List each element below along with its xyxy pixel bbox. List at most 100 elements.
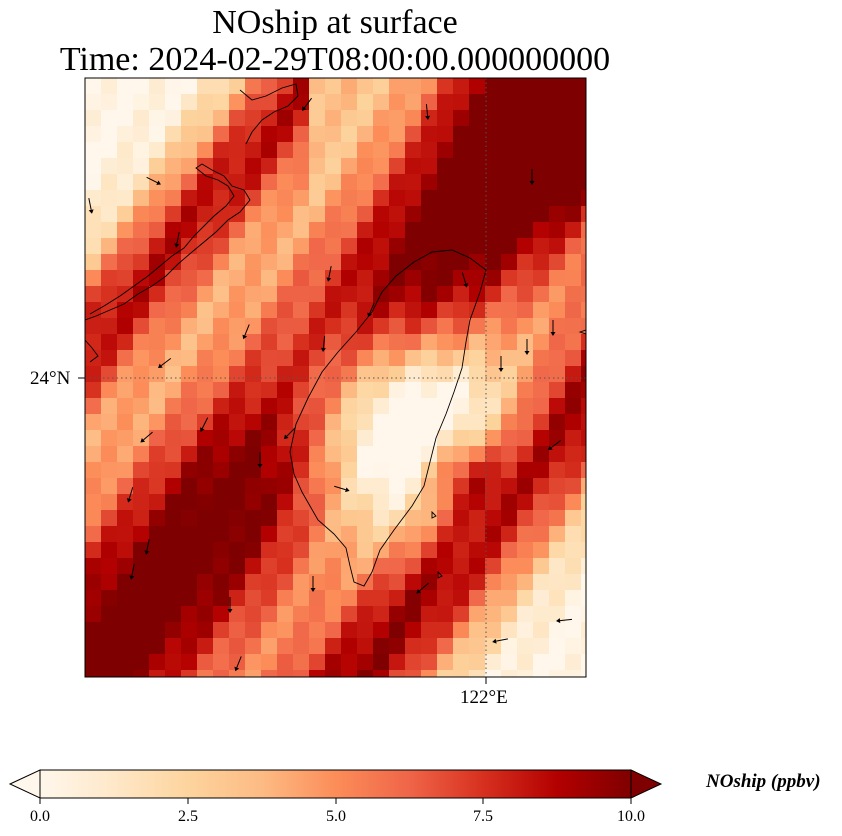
field-cell — [85, 334, 102, 351]
field-cell — [437, 302, 454, 319]
field-cell — [325, 590, 342, 607]
field-cell — [405, 574, 422, 591]
field-cell — [405, 222, 422, 239]
field-cell — [293, 222, 310, 239]
field-cell — [517, 542, 534, 559]
field-cell — [485, 270, 502, 287]
field-cell — [565, 398, 582, 415]
field-cell — [277, 318, 294, 335]
field-cell — [357, 126, 374, 143]
field-cell — [405, 430, 422, 447]
field-cell — [293, 206, 310, 223]
field-cell — [245, 638, 262, 655]
field-cell — [309, 254, 326, 271]
field-cell — [101, 254, 118, 271]
field-cell — [501, 110, 518, 127]
field-cell — [549, 350, 566, 367]
field-cell — [197, 478, 214, 495]
field-cell — [325, 382, 342, 399]
field-cell — [149, 302, 166, 319]
field-cell — [533, 574, 550, 591]
field-cell — [117, 414, 134, 431]
field-cell — [501, 526, 518, 543]
field-cell — [149, 606, 166, 623]
field-cell — [133, 510, 150, 527]
field-cell — [453, 510, 470, 527]
field-cell — [485, 606, 502, 623]
field-cell — [245, 494, 262, 511]
field-cell — [517, 590, 534, 607]
field-cell — [245, 382, 262, 399]
field-cell — [213, 158, 230, 175]
field-cell — [101, 590, 118, 607]
field-cell — [277, 142, 294, 159]
field-cell — [165, 446, 182, 463]
field-cell — [437, 286, 454, 303]
field-cell — [133, 238, 150, 255]
field-cell — [437, 350, 454, 367]
field-cell — [501, 462, 518, 479]
field-cell — [373, 222, 390, 239]
field-cell — [517, 510, 534, 527]
field-cell — [469, 462, 486, 479]
field-cell — [389, 286, 406, 303]
field-cell — [341, 94, 358, 111]
field-cell — [437, 398, 454, 415]
field-cell — [325, 222, 342, 239]
field-cell — [485, 366, 502, 383]
field-cell — [165, 270, 182, 287]
field-cell — [389, 670, 406, 677]
field-cell — [213, 222, 230, 239]
field-cell — [181, 446, 198, 463]
field-cell — [149, 238, 166, 255]
field-cell — [517, 142, 534, 159]
field-cell — [373, 494, 390, 511]
wind-arrow-head — [556, 618, 561, 624]
field-cell — [501, 558, 518, 575]
field-cell — [421, 94, 438, 111]
field-cell — [149, 382, 166, 399]
field-cell — [165, 78, 182, 95]
field-cell — [453, 110, 470, 127]
field-cell — [549, 654, 566, 671]
field-cell — [437, 126, 454, 143]
field-cell — [325, 542, 342, 559]
field-cell — [485, 174, 502, 191]
field-cell — [101, 110, 118, 127]
field-cell — [261, 574, 278, 591]
field-cell — [277, 542, 294, 559]
colorbar — [8, 769, 663, 804]
field-cell — [293, 318, 310, 335]
field-cell — [261, 478, 278, 495]
field-cell — [581, 318, 586, 335]
field-cell — [405, 94, 422, 111]
wind-arrow-head — [88, 209, 94, 214]
field-cell — [357, 478, 374, 495]
field-cell — [549, 462, 566, 479]
field-cell — [469, 382, 486, 399]
field-cell — [341, 142, 358, 159]
field-cell — [501, 206, 518, 223]
wind-arrow-head — [524, 351, 530, 355]
field-cell — [581, 366, 586, 383]
field-cell — [245, 430, 262, 447]
field-cell — [373, 110, 390, 127]
field-cell — [357, 318, 374, 335]
field-cell — [101, 654, 118, 671]
field-cell — [389, 110, 406, 127]
field-cell — [437, 638, 454, 655]
field-cell — [325, 94, 342, 111]
field-cell — [309, 206, 326, 223]
field-cell — [517, 78, 534, 95]
field-cell — [229, 622, 246, 639]
field-cell — [389, 174, 406, 191]
field-cell — [421, 446, 438, 463]
field-cell — [133, 670, 150, 677]
field-cell — [245, 414, 262, 431]
field-cell — [197, 206, 214, 223]
field-cell — [197, 302, 214, 319]
field-cell — [133, 126, 150, 143]
field-cell — [213, 350, 230, 367]
field-cell — [293, 542, 310, 559]
field-cell — [325, 110, 342, 127]
